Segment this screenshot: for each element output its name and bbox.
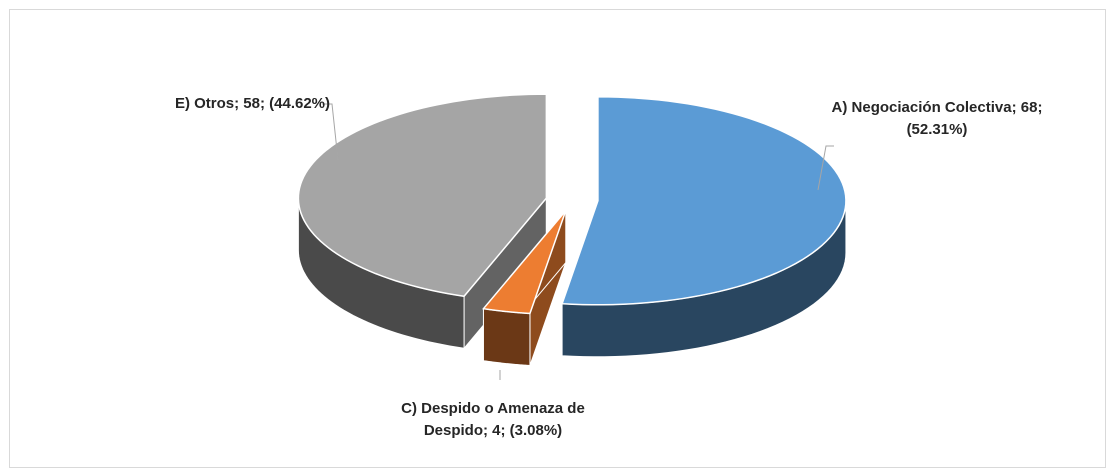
slice <box>561 96 847 306</box>
pie <box>297 93 847 367</box>
slice-side <box>482 308 531 367</box>
data-label: E) Otros; 58; (44.62%) <box>174 95 330 112</box>
data-label: C) Despido o Amenaza de Despido; 4; (3.0… <box>401 400 585 439</box>
leader-line <box>322 103 339 161</box>
slice <box>482 210 567 315</box>
slice <box>297 93 548 298</box>
leader-line <box>817 145 834 191</box>
data-label: A) Negociación Colectiva; 68; (52.31%) <box>831 99 1043 138</box>
